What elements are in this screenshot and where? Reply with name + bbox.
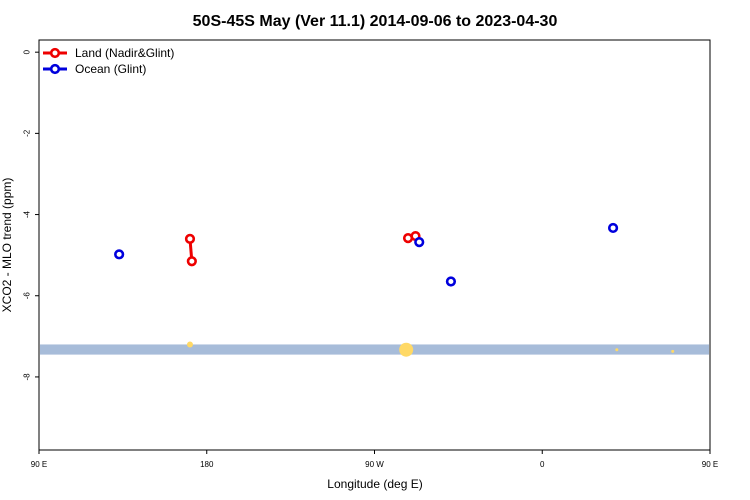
- land-point: [186, 256, 197, 267]
- x-axis-label: Longitude (deg E): [327, 477, 422, 491]
- y-tick-label: -4: [23, 210, 32, 218]
- band-marker: [399, 342, 414, 357]
- band-marker-layer: [186, 341, 675, 357]
- legend-ocean-marker: [49, 63, 61, 75]
- x-tick-label: 90 E: [702, 460, 718, 469]
- ocean-point: [414, 237, 425, 248]
- series-points: [114, 222, 619, 287]
- band-marker: [671, 349, 675, 353]
- x-tick-label: 90 E: [31, 460, 47, 469]
- x-tick-label: 180: [200, 460, 214, 469]
- y-axis: 0 -2 -4 -6 -8: [23, 49, 39, 381]
- plot-border: [38, 39, 711, 451]
- legend-entry-ocean: Ocean (Glint): [43, 62, 146, 76]
- y-tick-label: 0: [23, 49, 32, 54]
- x-axis: 90 E 180 90 W 0 90 E: [31, 450, 718, 469]
- y-tick-label: -2: [23, 129, 32, 137]
- legend-entry-land: Land (Nadir&Glint): [43, 46, 174, 60]
- legend-land-marker: [49, 47, 61, 59]
- land-point: [184, 233, 196, 245]
- band-layer: [40, 344, 709, 355]
- x-tick-label: 0: [540, 460, 545, 469]
- reference-band: [40, 344, 709, 355]
- chart-title: 50S-45S May (Ver 11.1) 2014-09-06 to 202…: [193, 13, 558, 30]
- y-axis-label: XCO2 - MLO trend (ppm): [0, 178, 14, 313]
- ocean-point: [114, 249, 125, 260]
- series-lines: [188, 234, 416, 262]
- legend-land-label: Land (Nadir&Glint): [75, 46, 174, 60]
- plot-area: [38, 39, 711, 451]
- legend-ocean-label: Ocean (Glint): [75, 62, 146, 76]
- x-tick-label: 90 W: [365, 460, 384, 469]
- ocean-point: [445, 276, 457, 287]
- band-marker: [615, 348, 619, 352]
- y-tick-label: -8: [23, 373, 32, 381]
- y-tick-label: -6: [23, 292, 32, 300]
- legend: Land (Nadir&Glint) Ocean (Glint): [43, 46, 174, 76]
- band-marker: [186, 341, 193, 348]
- ocean-point: [607, 222, 619, 234]
